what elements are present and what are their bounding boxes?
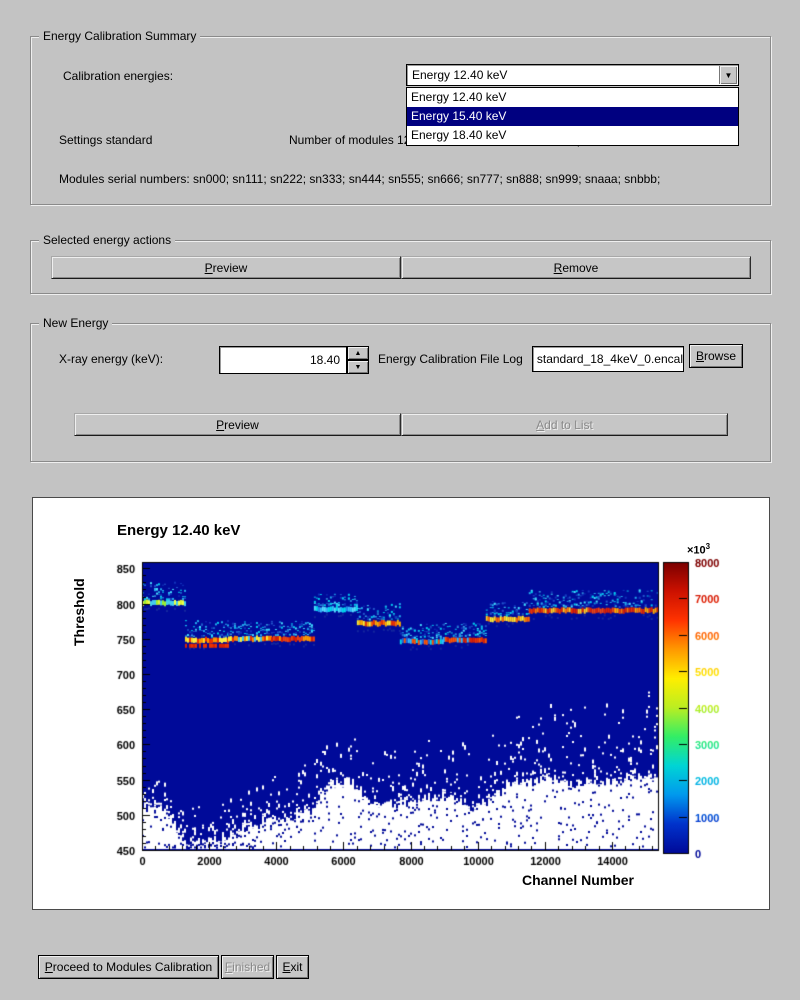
dropdown-option-selected[interactable]: Energy 15.40 keV bbox=[407, 107, 738, 126]
settings-standard-label: Settings standard bbox=[59, 133, 153, 147]
calibration-plot-panel: Energy 12.40 keV Threshold Channel Numbe… bbox=[32, 497, 771, 911]
plot-y-axis-label: Threshold bbox=[71, 578, 87, 646]
number-of-modules-label: Number of modules 12 bbox=[289, 133, 411, 147]
file-log-input[interactable]: standard_18_4keV_0.encal bbox=[532, 346, 684, 372]
colorbar-scale-note: ×103 bbox=[687, 542, 711, 557]
combobox-dropdown-button[interactable]: ▼ bbox=[719, 66, 737, 84]
chevron-down-icon: ▼ bbox=[724, 70, 733, 80]
new-energy-groupbox: New Energy X-ray energy (keV): 18.40 ▲ ▼… bbox=[30, 316, 771, 462]
file-log-value: standard_18_4keV_0.encal bbox=[536, 352, 683, 366]
new-energy-group-title: New Energy bbox=[39, 316, 113, 330]
spin-up-button[interactable]: ▲ bbox=[347, 346, 369, 360]
calibration-energies-label: Calibration energies: bbox=[63, 69, 174, 83]
spin-down-button[interactable]: ▼ bbox=[347, 360, 369, 374]
dropdown-option[interactable]: Energy 18.40 keV bbox=[411, 128, 507, 142]
plot-x-axis-label: Channel Number bbox=[521, 872, 634, 888]
actions-group-title: Selected energy actions bbox=[39, 233, 176, 247]
modules-serial-numbers-label: Modules serial numbers: sn000; sn111; sn… bbox=[59, 172, 661, 186]
xray-energy-label: X-ray energy (keV): bbox=[59, 352, 164, 366]
energy-combobox[interactable]: Energy 12.40 keV ▼ bbox=[406, 64, 739, 86]
summary-group-title: Energy Calibration Summary bbox=[39, 29, 201, 43]
energy-combobox-value: Energy 12.40 keV bbox=[412, 68, 508, 82]
arrow-down-icon: ▼ bbox=[354, 363, 362, 371]
dropdown-option[interactable]: Energy 12.40 keV bbox=[411, 90, 507, 104]
threshold-heatmap-canvas bbox=[33, 498, 771, 911]
file-log-label: Energy Calibration File Log bbox=[378, 352, 523, 366]
xray-energy-value: 18.40 bbox=[309, 353, 340, 367]
plot-title: Energy 12.40 keV bbox=[117, 522, 241, 539]
arrow-up-icon: ▲ bbox=[354, 349, 362, 357]
xray-energy-input[interactable]: 18.40 bbox=[219, 346, 347, 374]
summary-groupbox: Energy Calibration Summary Calibration e… bbox=[30, 29, 771, 205]
energy-dropdown-list: Energy 12.40 keV Energy 15.40 keV Energy… bbox=[406, 87, 739, 146]
